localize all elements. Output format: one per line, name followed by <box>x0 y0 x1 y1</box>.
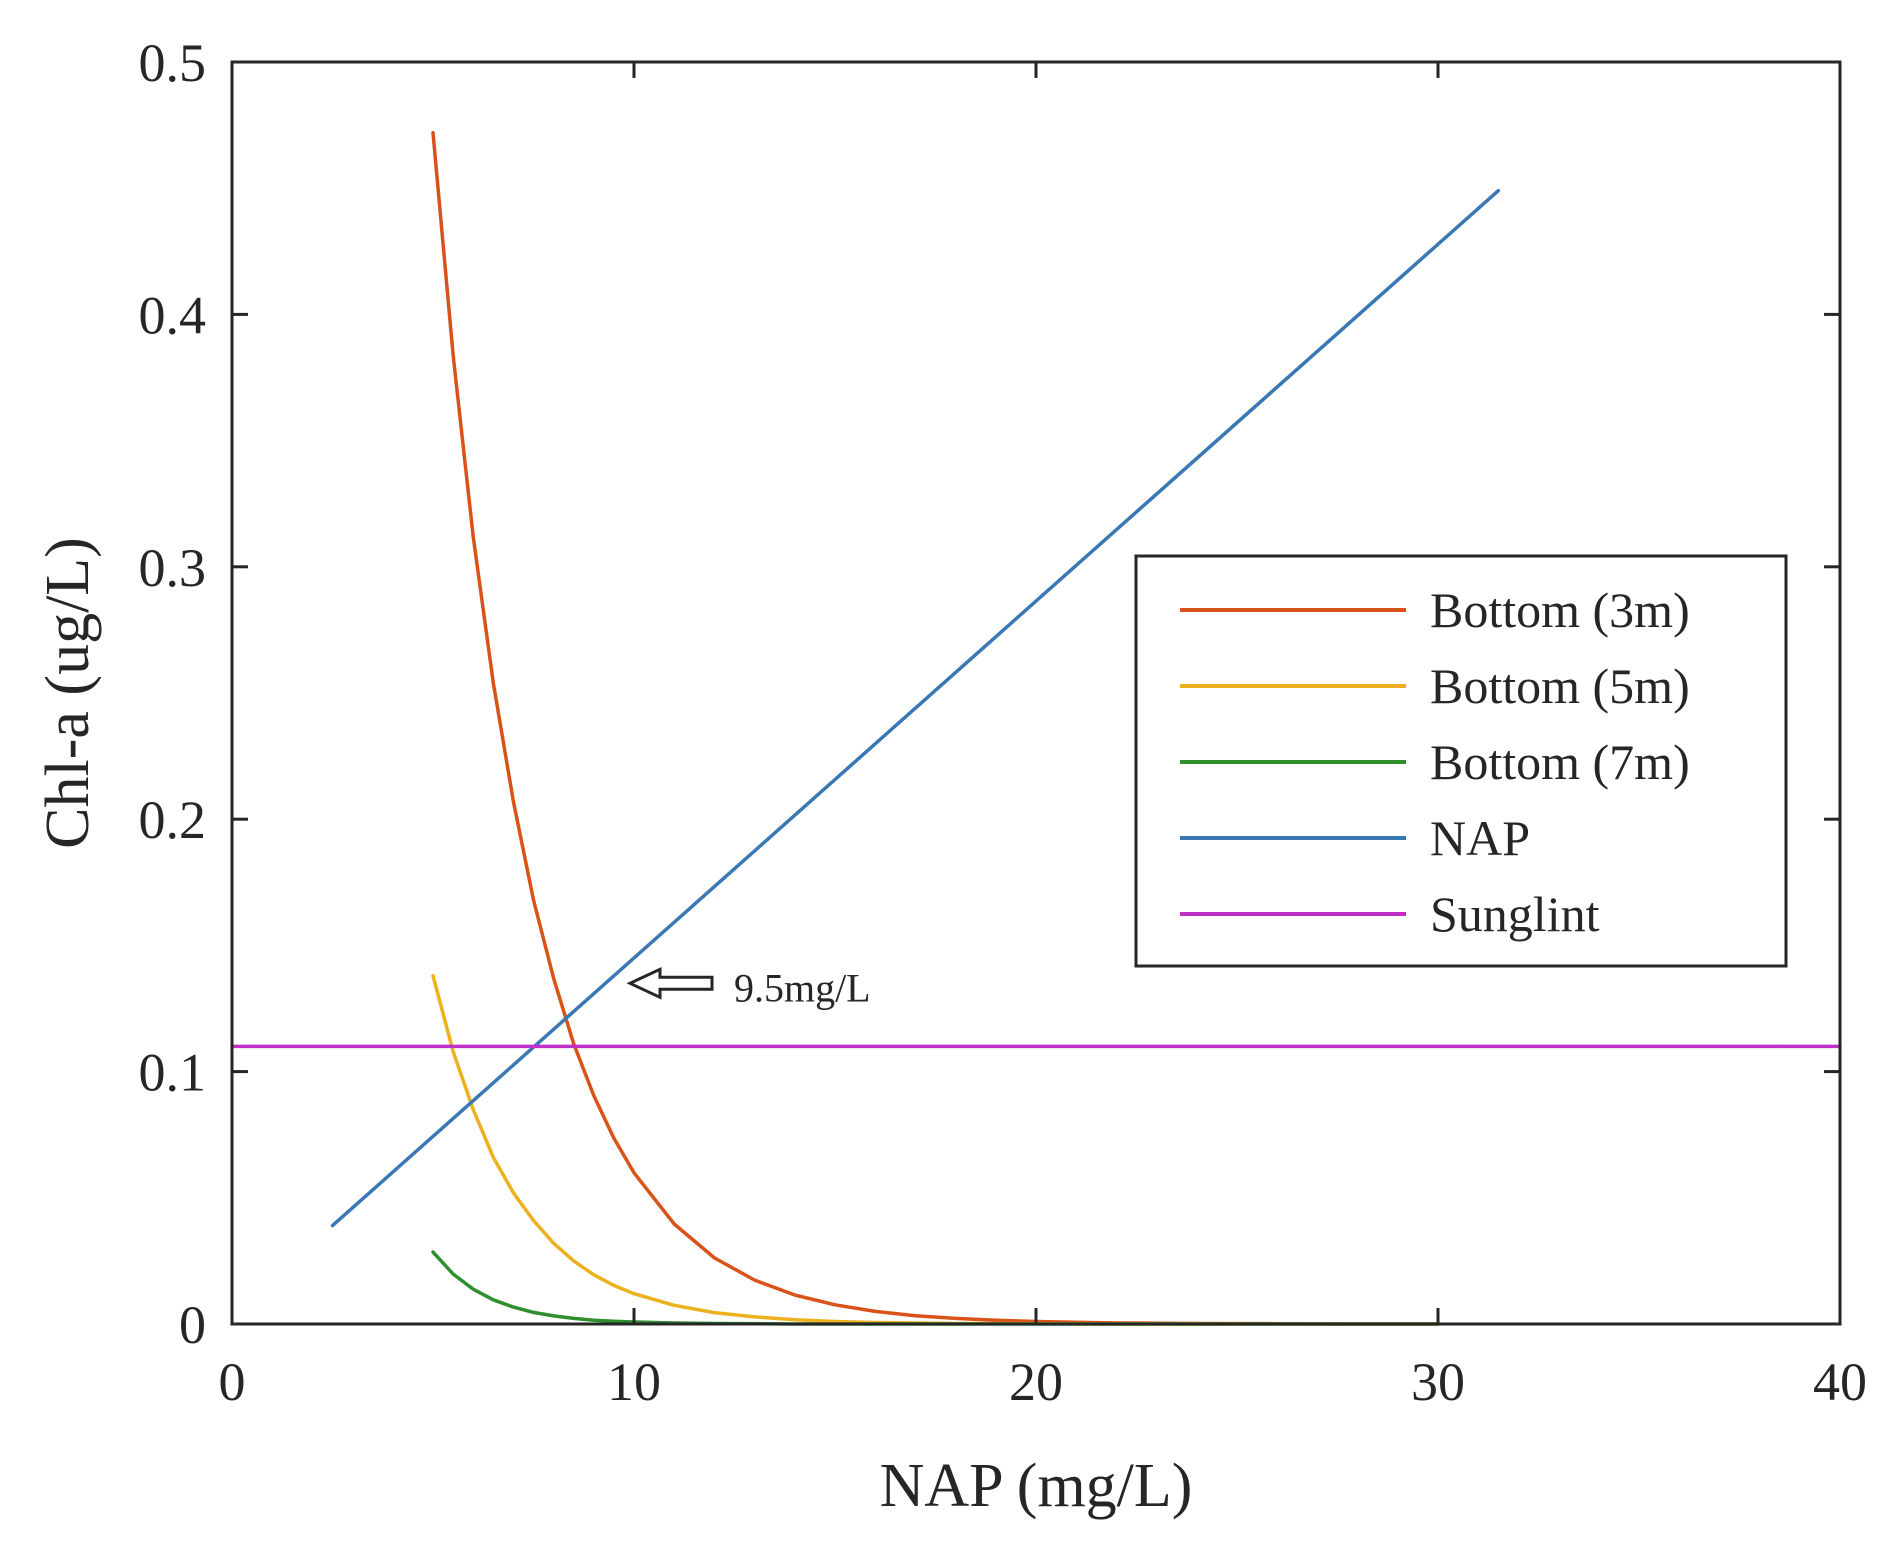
y-tick-label: 0.5 <box>139 33 207 93</box>
x-tick-label: 40 <box>1813 1352 1867 1412</box>
legend-label: Sunglint <box>1430 886 1600 942</box>
y-tick-label: 0.1 <box>139 1043 207 1103</box>
y-axis-label: Chl-a (ug/L) <box>34 537 102 849</box>
y-tick-label: 0.3 <box>139 538 207 598</box>
y-tick-label: 0 <box>179 1295 206 1355</box>
legend-label: Bottom (5m) <box>1430 658 1690 714</box>
y-tick-label: 0.2 <box>139 790 207 850</box>
legend-label: Bottom (3m) <box>1430 582 1690 638</box>
legend: Bottom (3m) Bottom (5m) Bottom (7m) NAP Sung… <box>1134 554 1788 968</box>
y-tick-label: 0.4 <box>139 285 207 345</box>
x-tick-label: 30 <box>1411 1352 1465 1412</box>
annotation: 9.5mg/L <box>626 965 871 1010</box>
x-tick-label: 10 <box>607 1352 661 1412</box>
x-tick-label: 0 <box>219 1352 246 1412</box>
annotation-arrow <box>626 966 714 1000</box>
series-line-nap <box>330 188 1501 1228</box>
annotation-label: 9.5mg/L <box>734 965 871 1010</box>
x-axis-ticks: 0 10 20 30 40 <box>219 62 1867 1412</box>
legend-items: Bottom (3m) Bottom (5m) Bottom (7m) NAP Sung… <box>1180 582 1690 942</box>
y-axis-ticks: 0 0.1 0.2 0.3 0.4 0.5 <box>139 33 1840 1355</box>
x-axis-label: NAP (mg/L) <box>880 1452 1193 1520</box>
x-tick-label: 20 <box>1009 1352 1063 1412</box>
legend-label: NAP <box>1430 810 1530 866</box>
legend-label: Bottom (7m) <box>1430 734 1690 790</box>
